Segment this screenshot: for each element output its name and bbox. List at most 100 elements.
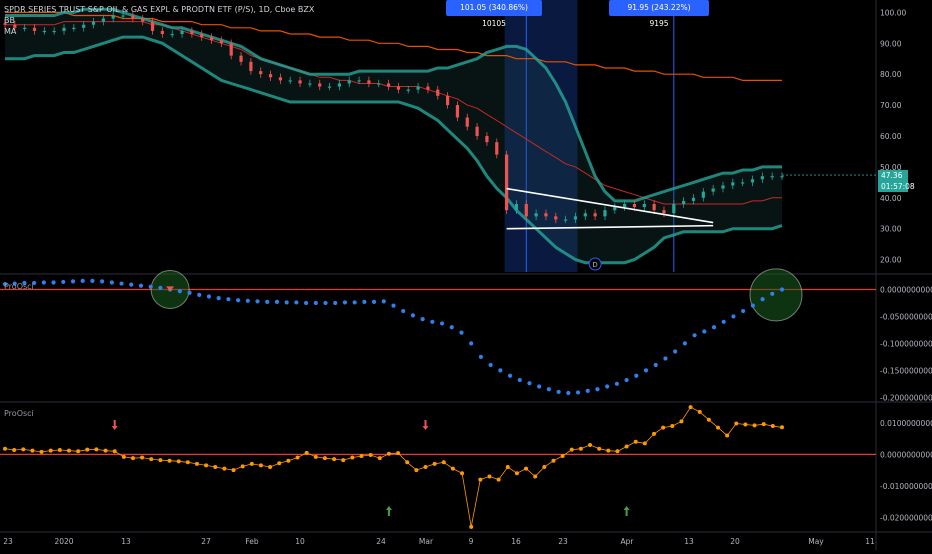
bollinger-lower-band [5,35,783,265]
osc2-data-point [615,449,620,454]
osc1-axis-tick-label: -0.1000000000 [880,339,932,348]
event-marker-label: D [592,261,597,269]
osc2-data-point [130,456,135,461]
time-axis-tick-label: 13 [684,537,694,546]
osc1-data-point [711,325,717,330]
osc1-data-point [90,278,95,283]
oscillator-2-label[interactable]: ProOsci [4,409,34,418]
candle-body [337,83,342,87]
candle-body [121,15,125,17]
osc1-data-point [70,279,76,284]
osc2-data-point [624,444,629,449]
osc2-data-point [734,421,739,426]
candle-body [209,37,214,41]
osc1-data-point [420,317,425,322]
osc2-data-point [258,463,263,468]
candle-body [219,40,223,44]
event-marker-circle [588,257,602,271]
osc1-data-point [614,381,619,386]
osc2-data-point [295,455,300,460]
candle-body [23,27,27,30]
candle-body [524,204,528,217]
osc1-data-point [624,377,629,383]
osc2-data-point [21,447,26,452]
time-axis-tick-label: 10 [295,537,305,546]
osc2-data-point [277,461,282,466]
price-axis-tick-label: 100.00 [880,8,906,17]
candle-body [711,188,715,192]
osc2-axis-tick-label: -0.0200000000 [880,513,932,522]
osc1-data-point [284,300,289,305]
osc2-data-point [551,458,556,463]
countdown-tag: 01:57:08 [878,181,915,192]
oscillator-1-label[interactable]: ProOsci [4,282,34,291]
osc1-data-point [556,389,561,395]
candle-body [583,213,587,217]
candle-body [357,80,361,82]
candle-body [367,80,371,84]
osc1-data-point [478,354,484,359]
candle-body [111,15,115,19]
osc1-data-point [187,290,192,295]
osc1-data-point [779,287,785,292]
osc2-data-point [359,453,364,458]
osc1-data-point [138,283,144,288]
osc1-data-point [177,288,182,294]
osc2-data-point [542,465,547,469]
osc1-data-point [22,280,27,286]
osc2-data-point [423,465,428,469]
osc1-data-point [352,300,357,305]
candle-body [672,204,676,214]
measure-box-2[interactable]: 91.95 (243.22%) 9195 [609,0,709,28]
osc1-data-point [469,341,474,346]
osc1-data-point [342,300,348,305]
osc2-data-point [688,405,693,410]
osc2-data-point [213,465,218,469]
osc2-data-point [414,468,419,473]
osc2-data-point [313,454,318,459]
osc1-data-point [430,319,435,324]
osc2-data-point [332,457,337,462]
osc1-data-point [2,281,8,287]
candle-body [445,95,450,106]
ma-indicator-label[interactable]: MA [4,27,17,36]
osc1-data-point [61,279,66,285]
candle-body [465,117,469,127]
slow-moving-average-line [5,11,782,81]
osc2-data-point [368,453,373,458]
candle-body [701,191,705,198]
last-price-tag: 47.36 [878,170,908,181]
measure-box-1[interactable]: 101.05 (340.86%) 10105 [446,0,542,28]
signal-highlight-circle [749,268,803,322]
candle-body [42,30,46,33]
sell-arrow [111,420,118,430]
price-axis-tick-label: 60.00 [880,132,902,141]
bb-indicator-label[interactable]: BB [4,16,15,25]
osc1-data-point [206,294,212,299]
fast-moving-average-line [5,21,782,205]
osc2-data-point [286,458,291,463]
osc2-data-point [85,447,90,452]
candle-body [554,216,558,220]
osc1-data-point [760,297,765,302]
osc2-data-point [633,439,638,444]
osc1-data-point [255,299,260,304]
time-axis-tick-label: 9 [469,537,474,546]
candle-body [514,204,519,211]
candle-body [750,179,755,183]
osc1-data-point [449,325,454,330]
osc2-data-point [66,448,71,453]
candle-body [180,30,184,34]
osc1-data-point [575,390,581,395]
candle-body [691,197,696,201]
candle-body [780,176,784,178]
osc2-data-point [167,458,172,463]
time-axis-tick-label: 11 [865,537,875,546]
osc1-data-point [119,281,124,286]
osc1-data-point [566,390,571,396]
price-axis-tick-label: 20.00 [880,256,902,265]
osc2-data-point [149,457,154,462]
price-axis-tick-label: 80.00 [880,70,902,79]
